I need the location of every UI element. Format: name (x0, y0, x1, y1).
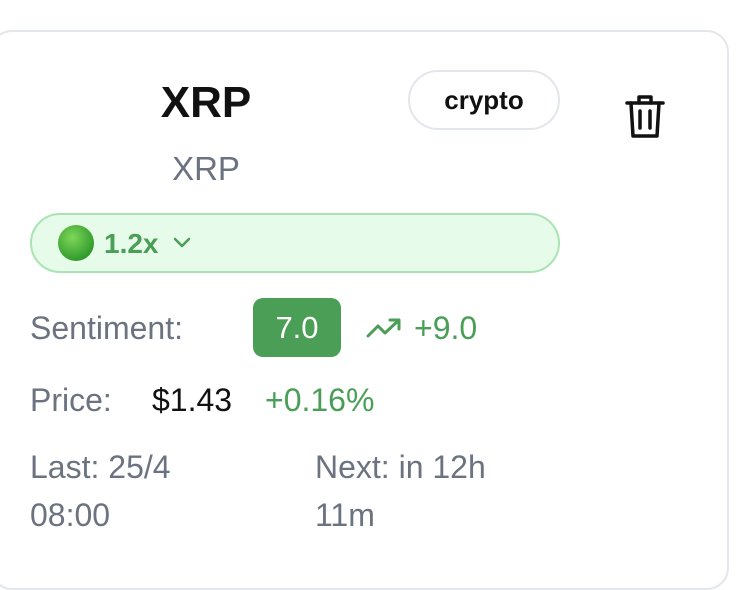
chevron-down (173, 237, 191, 248)
next-update: Next: in 12h 11m (315, 449, 486, 533)
delete-button[interactable] (624, 94, 666, 140)
trend-up-icon (366, 318, 401, 338)
asset-title: XRP (160, 78, 252, 127)
price-value: $1.43 (152, 382, 233, 418)
price-label: Price: (30, 382, 112, 418)
asset-card (0, 30, 729, 590)
last-update: Last: 25/4 08:00 (30, 449, 171, 533)
sentiment-change: +9.0 (414, 310, 478, 346)
sentiment-label: Sentiment: (30, 310, 183, 346)
status-dot (58, 225, 94, 261)
price-change: +0.16% (265, 382, 375, 418)
leverage-value: 1.2x (104, 228, 159, 259)
leverage-selector[interactable] (30, 213, 560, 273)
category-badge: crypto (408, 70, 560, 130)
asset-subtitle: XRP (172, 150, 240, 187)
sentiment-score: 7.0 (253, 298, 341, 357)
